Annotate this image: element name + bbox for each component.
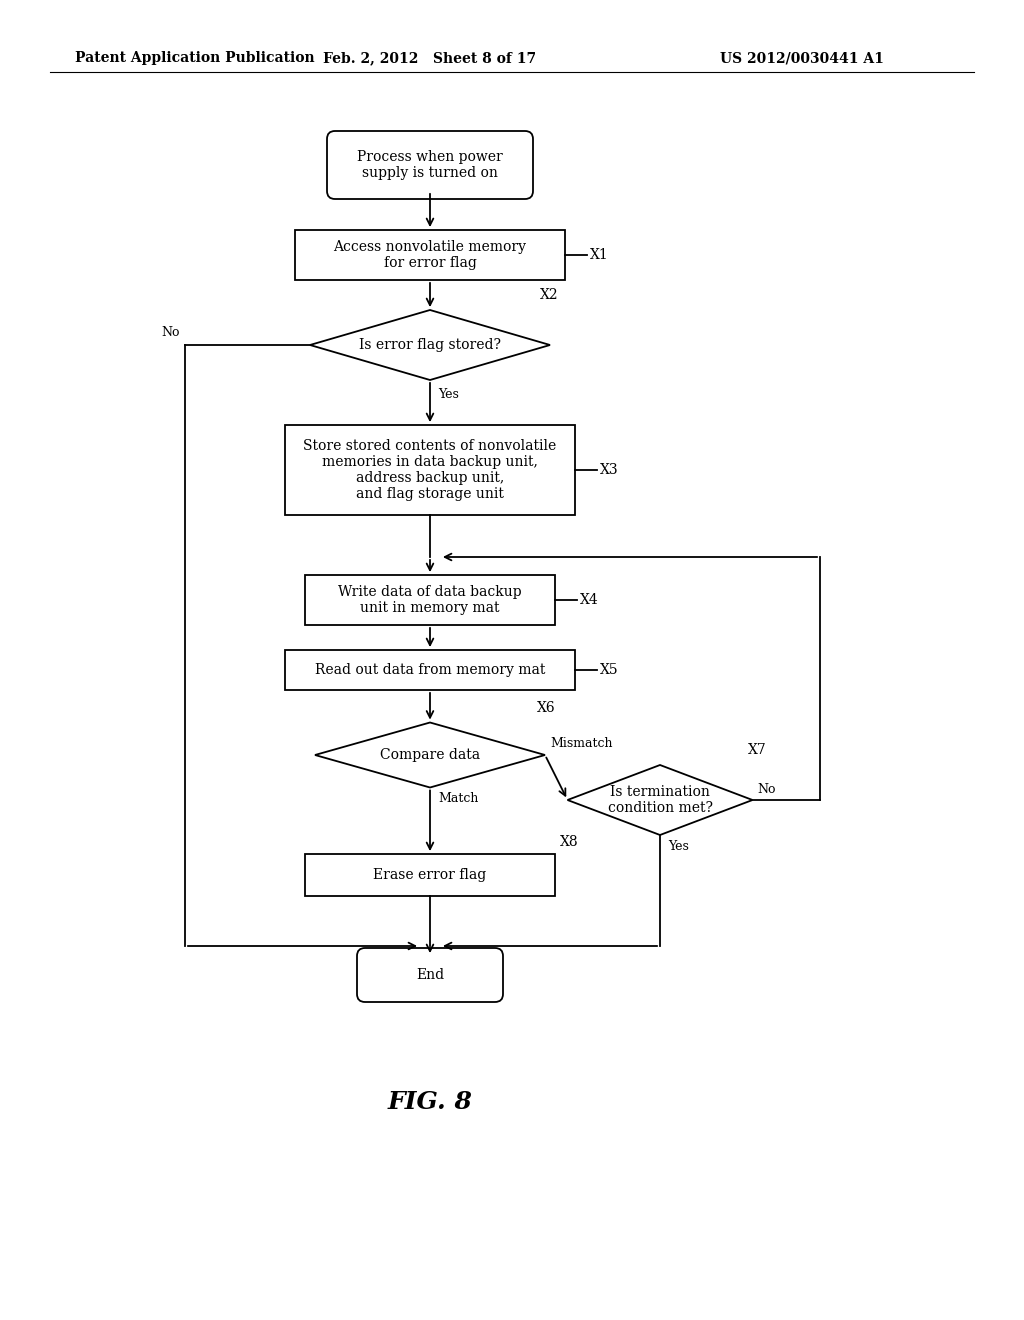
Text: Is termination
condition met?: Is termination condition met? <box>607 785 713 814</box>
Text: X3: X3 <box>600 463 618 477</box>
Text: Read out data from memory mat: Read out data from memory mat <box>314 663 545 677</box>
FancyBboxPatch shape <box>357 948 503 1002</box>
Text: Is error flag stored?: Is error flag stored? <box>359 338 501 352</box>
Text: US 2012/0030441 A1: US 2012/0030441 A1 <box>720 51 884 65</box>
Bar <box>305 576 555 624</box>
Bar <box>285 649 575 690</box>
Text: End: End <box>416 968 444 982</box>
Bar <box>295 230 565 280</box>
Text: No: No <box>162 326 180 339</box>
Text: Patent Application Publication: Patent Application Publication <box>75 51 314 65</box>
Text: Access nonvolatile memory
for error flag: Access nonvolatile memory for error flag <box>334 240 526 271</box>
Text: Mismatch: Mismatch <box>550 737 612 750</box>
Text: Compare data: Compare data <box>380 748 480 762</box>
Text: X6: X6 <box>537 701 556 714</box>
Polygon shape <box>315 722 545 788</box>
Text: Write data of data backup
unit in memory mat: Write data of data backup unit in memory… <box>338 585 522 615</box>
Bar <box>285 425 575 515</box>
Text: Match: Match <box>438 792 478 805</box>
Bar <box>305 854 555 896</box>
Text: No: No <box>758 783 776 796</box>
Text: Store stored contents of nonvolatile
memories in data backup unit,
address backu: Store stored contents of nonvolatile mem… <box>303 438 557 502</box>
Text: X2: X2 <box>540 288 559 302</box>
Text: X1: X1 <box>590 248 608 261</box>
Text: Yes: Yes <box>668 840 689 853</box>
Text: Yes: Yes <box>438 388 459 401</box>
Text: FIG. 8: FIG. 8 <box>387 1090 472 1114</box>
Text: Feb. 2, 2012   Sheet 8 of 17: Feb. 2, 2012 Sheet 8 of 17 <box>324 51 537 65</box>
Text: X8: X8 <box>560 836 579 849</box>
Text: Process when power
supply is turned on: Process when power supply is turned on <box>357 150 503 180</box>
Text: X5: X5 <box>600 663 618 677</box>
Text: Erase error flag: Erase error flag <box>374 869 486 882</box>
FancyBboxPatch shape <box>327 131 534 199</box>
Text: X7: X7 <box>748 743 766 756</box>
Text: X4: X4 <box>580 593 599 607</box>
Polygon shape <box>567 766 753 836</box>
Polygon shape <box>310 310 550 380</box>
